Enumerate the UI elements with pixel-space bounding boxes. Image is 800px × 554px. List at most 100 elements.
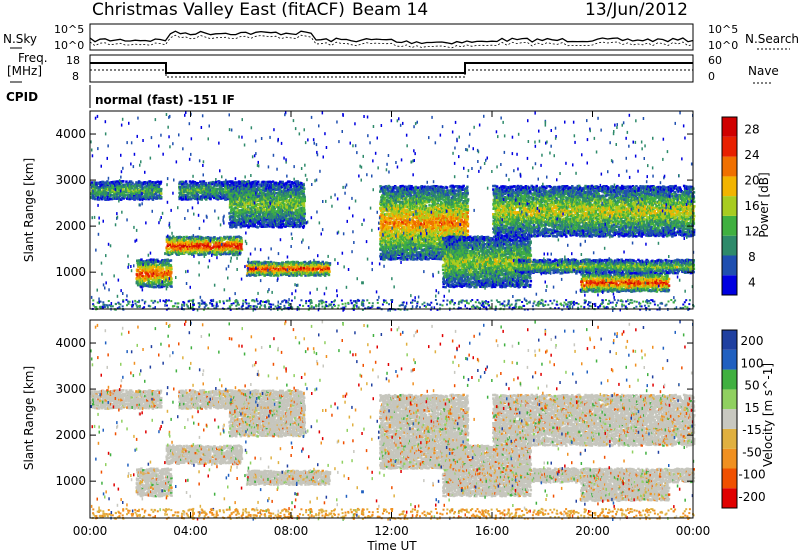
- date-label: 13/Jun/2012: [585, 0, 688, 20]
- power-cell: [410, 258, 413, 261]
- power-cell: [91, 181, 94, 184]
- power-cell: [160, 181, 163, 184]
- power-cell: [403, 226, 406, 229]
- cpid-text: normal (fast) -151 IF: [95, 93, 235, 107]
- power-cell: [400, 218, 403, 221]
- power-cell: [141, 272, 144, 275]
- power-cell: [216, 251, 219, 254]
- noise-tick-low-right: 10^0: [708, 39, 738, 52]
- power-cell: [290, 186, 293, 189]
- power-cell: [197, 235, 200, 238]
- power-cell: [185, 180, 188, 183]
- power-cell: [247, 205, 250, 208]
- power-cell: [303, 188, 306, 191]
- noise-tick-high-left: 10^5: [54, 23, 84, 36]
- power-cell: [183, 237, 186, 240]
- power-cell: [240, 247, 243, 250]
- noise-trace: [90, 31, 693, 44]
- power-cell: [170, 264, 173, 267]
- power-cell: [170, 259, 173, 262]
- radar-summary-plot: Christmas Valley East (fitACF) Beam 14 1…: [0, 0, 800, 554]
- power-cell: [236, 238, 239, 241]
- power-cell: [288, 180, 291, 183]
- power-cell: [94, 198, 97, 201]
- power-cell: [122, 180, 125, 183]
- power-cell: [166, 238, 169, 241]
- noise-tick-high-right: 10^5: [708, 23, 738, 36]
- power-cell: [170, 271, 173, 274]
- power-cell: [270, 274, 273, 277]
- power-cell: [240, 245, 243, 248]
- cpid-label: CPID: [6, 90, 38, 104]
- power-cell: [162, 268, 165, 271]
- power-cell: [390, 241, 393, 244]
- freq-tick-low: 8: [72, 70, 79, 83]
- power-cell: [303, 217, 306, 220]
- power-cell: [413, 237, 416, 240]
- noise-panel: [90, 24, 693, 50]
- nave-tick-low: 0: [708, 70, 715, 83]
- beam-label: Beam 14: [352, 0, 428, 20]
- power-cell: [303, 209, 306, 212]
- noise-tick-low-left: 10^0: [54, 39, 84, 52]
- power-cell: [412, 253, 415, 256]
- nsearch-label: N.Search: [745, 32, 799, 46]
- power-cell: [232, 247, 235, 250]
- power-cell: [252, 181, 255, 184]
- freq-label: Freq.: [18, 51, 48, 65]
- freq-trace: [90, 63, 693, 73]
- power-cell: [160, 192, 163, 195]
- power-cell: [160, 188, 163, 191]
- power-cell: [303, 267, 306, 270]
- power-cell: [385, 213, 388, 216]
- power-cell: [289, 183, 292, 186]
- nave-tick-high: 60: [708, 54, 722, 67]
- power-cell: [303, 202, 306, 205]
- power-cell: [136, 273, 139, 276]
- power-cell: [328, 267, 331, 270]
- power-cell: [303, 215, 306, 218]
- power-cell: [213, 239, 216, 242]
- power-cell: [241, 239, 244, 242]
- power-cell: [388, 213, 391, 216]
- power-cell: [257, 181, 260, 184]
- power-cell: [215, 181, 218, 184]
- power-cell: [215, 254, 218, 257]
- power-cell: [300, 182, 303, 185]
- power-cell: [247, 180, 250, 183]
- power-cell: [303, 221, 306, 224]
- power-cell: [403, 254, 406, 257]
- power-cell: [281, 181, 284, 184]
- power-cell: [255, 274, 258, 277]
- power-cell: [157, 273, 160, 276]
- power-cell: [141, 275, 144, 278]
- power-cell: [303, 205, 306, 208]
- search-noise-trace: [90, 35, 693, 48]
- power-heatmap-data: [90, 111, 696, 312]
- power-cell: [157, 260, 160, 263]
- power-cell: [122, 188, 125, 191]
- power-cell: [170, 285, 173, 288]
- power-cell: [222, 188, 225, 191]
- freq-panel: [90, 55, 693, 82]
- freq-tick-high: 18: [66, 54, 80, 67]
- power-cell: [155, 281, 158, 284]
- power-cell: [160, 196, 163, 199]
- power-cell: [328, 270, 331, 273]
- power-cell: [417, 186, 420, 189]
- power-cell: [234, 217, 237, 220]
- nsky-label: N.Sky: [3, 32, 37, 46]
- power-cell: [406, 258, 409, 261]
- power-cell: [405, 241, 408, 244]
- power-cell: [409, 226, 412, 229]
- power-cell: [229, 218, 232, 221]
- power-cell: [329, 262, 332, 265]
- power-cell: [256, 226, 259, 229]
- power-cell: [314, 274, 317, 277]
- power-cell: [94, 189, 97, 192]
- power-cell: [258, 269, 261, 272]
- power-cell: [397, 230, 400, 233]
- power-cell: [240, 237, 243, 240]
- power-cell: [389, 215, 392, 218]
- nave-label: Nave: [748, 64, 779, 78]
